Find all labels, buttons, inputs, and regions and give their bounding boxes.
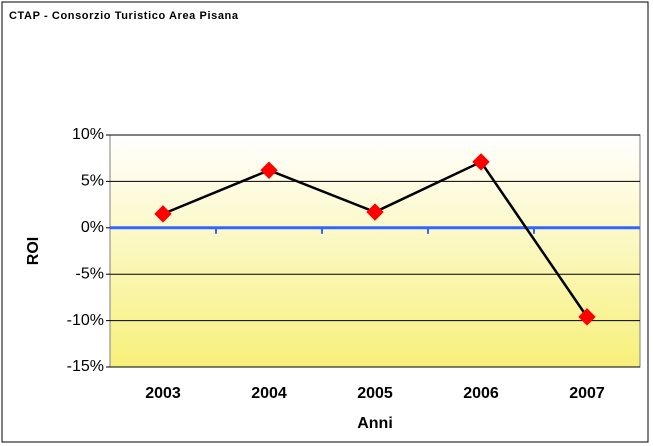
- x-tick-label: 2004: [251, 385, 287, 402]
- marker: [472, 153, 490, 171]
- x-axis-label: Anni: [357, 415, 393, 432]
- y-tick-label: -10%: [67, 312, 104, 329]
- x-tick-label: 2006: [463, 385, 499, 402]
- y-axis-label: ROI: [25, 237, 42, 265]
- y-tick-label: 0%: [81, 219, 104, 236]
- marker: [260, 161, 278, 179]
- x-tick-label: 2003: [145, 385, 181, 402]
- y-tick-label: -5%: [76, 265, 104, 282]
- marker: [154, 205, 172, 223]
- y-tick-label: 10%: [72, 126, 104, 143]
- marker: [366, 203, 384, 221]
- y-tick-label: 5%: [81, 173, 104, 190]
- plot-area: [109, 134, 641, 368]
- x-tick-label: 2005: [357, 385, 393, 402]
- chart-title: CTAP - Consorzio Turistico Area Pisana: [9, 10, 239, 22]
- marker: [578, 308, 596, 326]
- x-tick-label: 2007: [569, 385, 605, 402]
- y-tick-label: -15%: [67, 358, 104, 375]
